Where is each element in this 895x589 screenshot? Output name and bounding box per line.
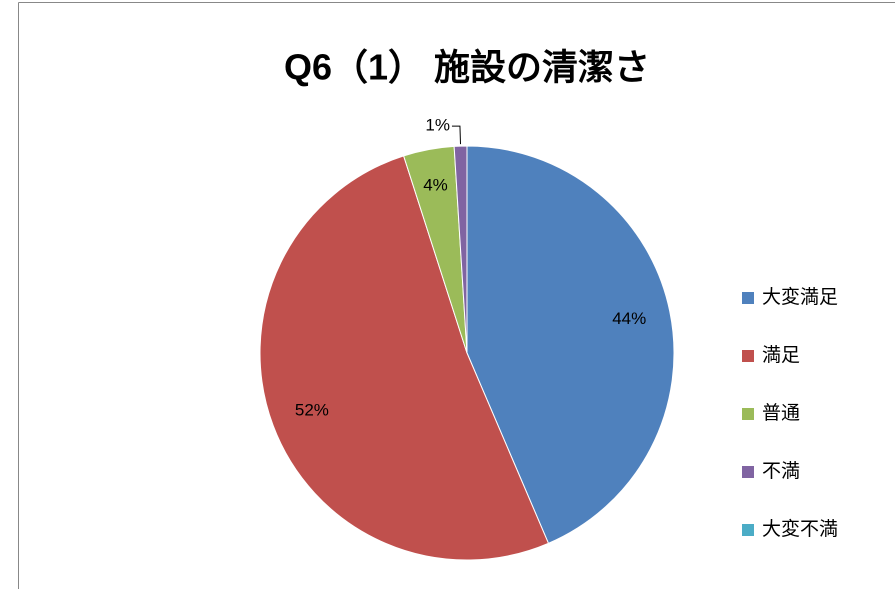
legend-label: 大変満足 (762, 286, 838, 308)
legend-swatch (742, 292, 754, 304)
pie-slice (453, 145, 468, 354)
legend-label: 満足 (762, 344, 800, 366)
legend-label: 大変不満 (762, 518, 838, 540)
pie-slice (259, 155, 550, 561)
data-label: 44% (612, 309, 646, 328)
leader-line (451, 125, 461, 145)
legend-swatch (742, 350, 754, 362)
chart-title: Q6（1） 施設の清潔さ (284, 47, 650, 88)
pie-slice (466, 145, 675, 544)
data-label: 4% (423, 176, 448, 195)
legend-swatch (742, 408, 754, 420)
data-label: 1% (425, 116, 450, 135)
legend-swatch (742, 524, 754, 536)
legend-swatch (742, 466, 754, 478)
legend-label: 普通 (762, 402, 800, 424)
data-label: 52% (295, 400, 329, 419)
legend-label: 不満 (762, 460, 800, 482)
